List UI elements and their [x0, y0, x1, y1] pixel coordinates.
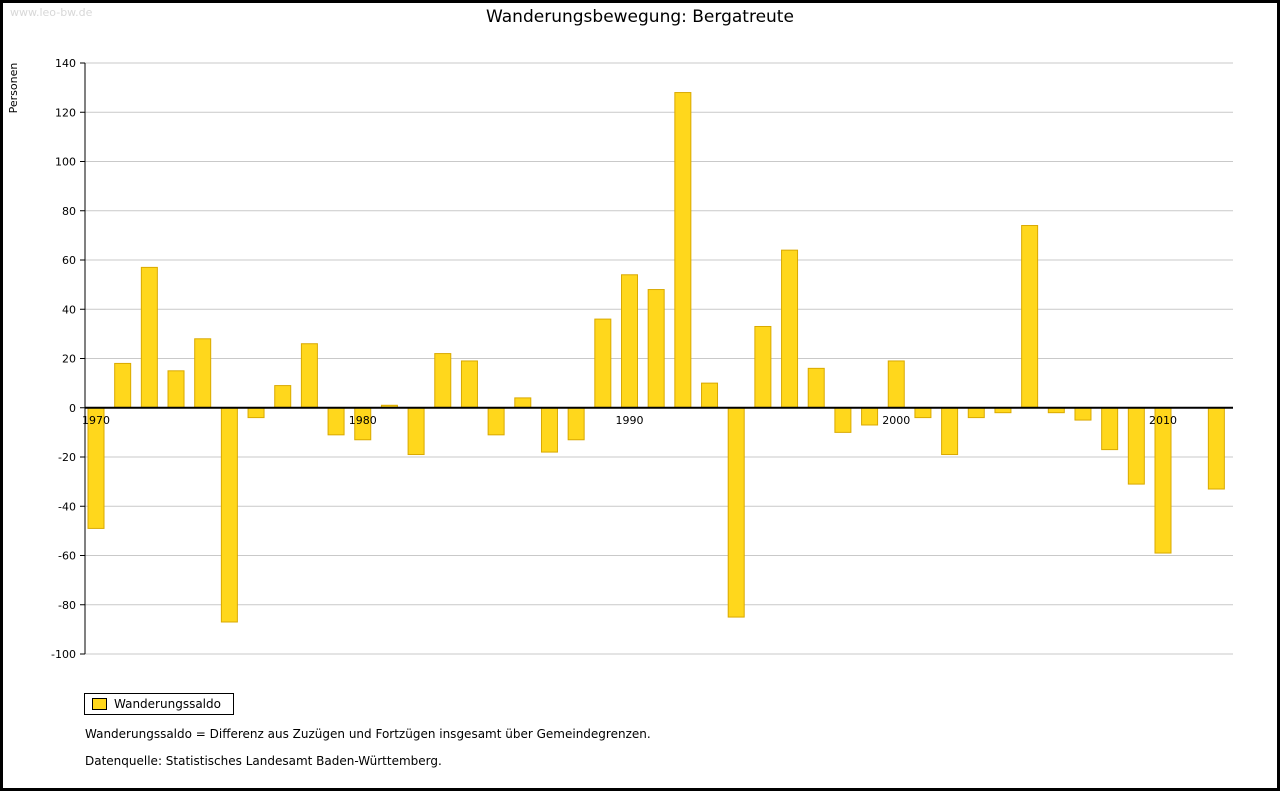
bar-1997: [807, 367, 825, 409]
bar-1999: [861, 407, 879, 426]
y-tick-label: 60: [62, 254, 76, 267]
bar-1986: [514, 397, 532, 409]
bar-1992: [674, 92, 692, 409]
gridlines: [85, 62, 1233, 655]
bar-1995: [754, 325, 772, 409]
x-tick-label: 1990: [616, 414, 644, 427]
y-tick-label: -40: [58, 500, 76, 513]
x-tick-label: 1970: [82, 414, 110, 427]
y-tick-label: -20: [58, 451, 76, 464]
bar-1982: [407, 407, 425, 456]
bar-1983: [434, 353, 452, 409]
bar-2012: [1207, 407, 1225, 490]
bars: [87, 92, 1225, 623]
bar-1994: [727, 407, 745, 618]
bar-1985: [487, 407, 505, 436]
y-tick-label: -60: [58, 550, 76, 563]
y-tick-label: 40: [62, 303, 76, 316]
y-tick-label: 20: [62, 353, 76, 366]
bar-2010: [1154, 407, 1172, 554]
bar-2007: [1074, 407, 1092, 421]
bar-1973: [167, 370, 185, 409]
legend-label: Wanderungssaldo: [114, 697, 221, 711]
bar-1978: [300, 343, 318, 409]
bar-1989: [594, 318, 612, 409]
bar-1984: [460, 360, 478, 409]
y-tick-label: 140: [55, 57, 76, 70]
x-tick-label: 1980: [349, 414, 377, 427]
y-tick-label: -100: [51, 648, 76, 661]
footnote-definition: Wanderungssaldo = Differenz aus Zuzügen …: [85, 727, 651, 741]
bar-1990: [621, 274, 638, 409]
legend-swatch: [92, 698, 107, 710]
bar-1988: [567, 407, 585, 441]
bar-1977: [274, 385, 292, 409]
bar-2001: [914, 407, 932, 419]
y-tick-label: 0: [69, 402, 76, 415]
footnote-source: Datenquelle: Statistisches Landesamt Bad…: [85, 754, 442, 768]
bar-1996: [781, 249, 799, 409]
legend: Wanderungssaldo: [84, 693, 234, 715]
y-tick-label: 80: [62, 205, 76, 218]
watermark: www.leo-bw.de: [10, 6, 93, 19]
bar-1991: [647, 289, 665, 409]
y-tick-label: -80: [58, 599, 76, 612]
bar-1976: [247, 407, 265, 419]
bar-2005: [1021, 225, 1039, 409]
bar-1993: [701, 382, 719, 409]
bar-2000: [887, 360, 905, 409]
bar-1974: [194, 338, 212, 409]
chart-title: Wanderungsbewegung: Bergatreute: [486, 7, 794, 27]
x-tick-label: 2010: [1149, 414, 1177, 427]
bar-1972: [140, 266, 158, 409]
bar-1979: [327, 407, 345, 436]
bar-1998: [834, 407, 852, 433]
y-axis: -100 -80 -60 -40 -20 0 20 40 60 80 100 120 140: [51, 57, 86, 661]
bar-1971: [114, 362, 132, 409]
bar-2002: [941, 407, 959, 456]
bar-2009: [1127, 407, 1145, 485]
y-tick-label: 100: [55, 156, 76, 169]
bar-2003: [967, 407, 985, 419]
y-tick-label: 120: [55, 106, 76, 119]
bar-2008: [1101, 407, 1119, 451]
x-tick-label: 2000: [882, 414, 910, 427]
bar-1987: [540, 407, 558, 453]
x-axis-labels: 1970 1980 1990 2000 2010: [82, 414, 1177, 427]
bar-1975: [220, 407, 238, 623]
